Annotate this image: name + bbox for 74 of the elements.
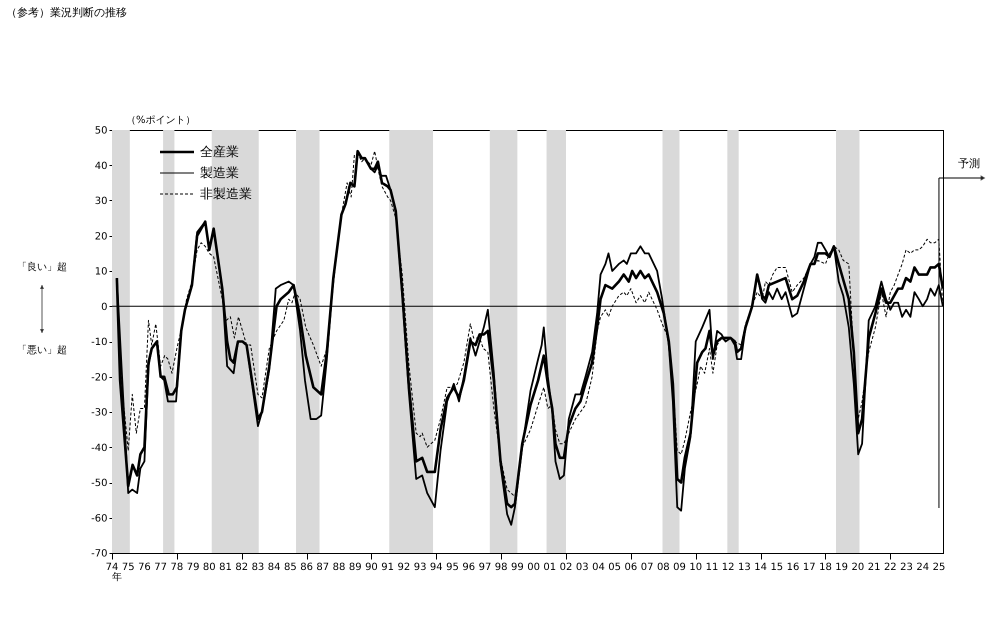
y-tick-label: -20 xyxy=(91,372,108,384)
y-tick-label: -70 xyxy=(91,548,108,560)
x-tick-label: 14 xyxy=(754,562,767,573)
x-tick-label: 99 xyxy=(511,562,524,573)
x-tick-label: 98 xyxy=(494,562,508,573)
legend-label: 非製造業 xyxy=(200,187,252,202)
x-tick-label: 24 xyxy=(916,562,930,573)
x-tick-label: 79 xyxy=(186,562,200,573)
x-tick-label: 77 xyxy=(154,562,168,573)
y-axis-title: （%ポイント） xyxy=(126,115,196,126)
y-tick-label: -30 xyxy=(91,408,108,418)
text: 年 xyxy=(112,571,122,583)
y-tick-label: 50 xyxy=(94,126,108,136)
y-tick-label: 40 xyxy=(94,160,108,172)
x-tick-label: 97 xyxy=(478,562,492,573)
x-tick-label: 76 xyxy=(138,562,151,573)
x-tick-label: 94 xyxy=(430,562,443,573)
x-tick-label: 20 xyxy=(852,562,864,573)
x-tick-label: 81 xyxy=(219,562,232,573)
x-tick-label: 07 xyxy=(640,562,654,573)
ref-line-label: 予測 xyxy=(958,157,980,170)
x-tick-label: 09 xyxy=(673,562,686,573)
x-tick-label: 12 xyxy=(722,562,735,573)
x-tick-label: 13 xyxy=(738,562,751,573)
x-tick-label: 08 xyxy=(656,562,670,573)
x-tick-label: 95 xyxy=(446,562,459,573)
x-tick-label: 25 xyxy=(932,562,946,573)
x-tick-label: 91 xyxy=(381,562,394,573)
x-tick-label: 00 xyxy=(527,562,540,573)
legend-label: 全産業 xyxy=(200,144,239,160)
x-tick-label: 11 xyxy=(706,562,718,573)
x-tick-label: 75 xyxy=(122,562,135,573)
x-tick-label: 78 xyxy=(170,562,184,573)
x-tick-label: 21 xyxy=(868,562,880,573)
x-tick-label: 03 xyxy=(576,562,589,573)
x-tick-label: 84 xyxy=(268,562,281,573)
x-tick-label: 18 xyxy=(819,562,832,573)
text: 「良い」超 xyxy=(17,261,67,273)
x-tick-label: 87 xyxy=(316,562,330,573)
legend-label: 製造業 xyxy=(200,166,239,181)
y-tick-label: -60 xyxy=(91,513,108,524)
x-tick-label: 80 xyxy=(202,562,216,573)
chart-title: （参考）業況判断の推移 xyxy=(6,6,127,19)
x-tick-label: 16 xyxy=(786,562,800,573)
y-tick-label: -50 xyxy=(91,478,108,489)
x-tick-label: 15 xyxy=(770,562,784,573)
x-tick-label: 83 xyxy=(252,562,264,573)
x-tick-label: 82 xyxy=(235,562,248,573)
x-tick-label: 86 xyxy=(300,562,313,573)
x-tick-label: 89 xyxy=(348,562,362,573)
x-tick-label: 88 xyxy=(332,562,346,573)
x-tick-label: 22 xyxy=(884,562,897,573)
y-tick-label: 0 xyxy=(101,302,108,313)
text: 「悪い」超 xyxy=(17,344,67,356)
x-tick-label: 17 xyxy=(802,562,816,573)
x-tick-label: 19 xyxy=(835,562,848,573)
x-tick-label: 23 xyxy=(900,562,913,573)
x-tick-label: 10 xyxy=(689,562,702,573)
x-tick-label: 90 xyxy=(365,562,378,573)
x-tick-label: 96 xyxy=(462,562,476,573)
x-tick-label: 01 xyxy=(543,562,556,573)
x-tick-label: 05 xyxy=(608,562,622,573)
y-tick-label: 10 xyxy=(94,266,108,278)
y-tick-label: -40 xyxy=(91,442,108,454)
y-tick-label: 30 xyxy=(94,196,108,207)
x-tick-label: 06 xyxy=(624,562,638,573)
x-tick-label: 92 xyxy=(397,562,410,573)
y-tick-label: -10 xyxy=(91,337,108,348)
x-tick-label: 93 xyxy=(414,562,426,573)
x-tick-label: 85 xyxy=(284,562,297,573)
x-tick-label: 04 xyxy=(592,562,605,573)
y-tick-label: 20 xyxy=(94,231,108,242)
x-tick-label: 02 xyxy=(560,562,572,573)
x-tick-label: 74 xyxy=(106,562,118,573)
